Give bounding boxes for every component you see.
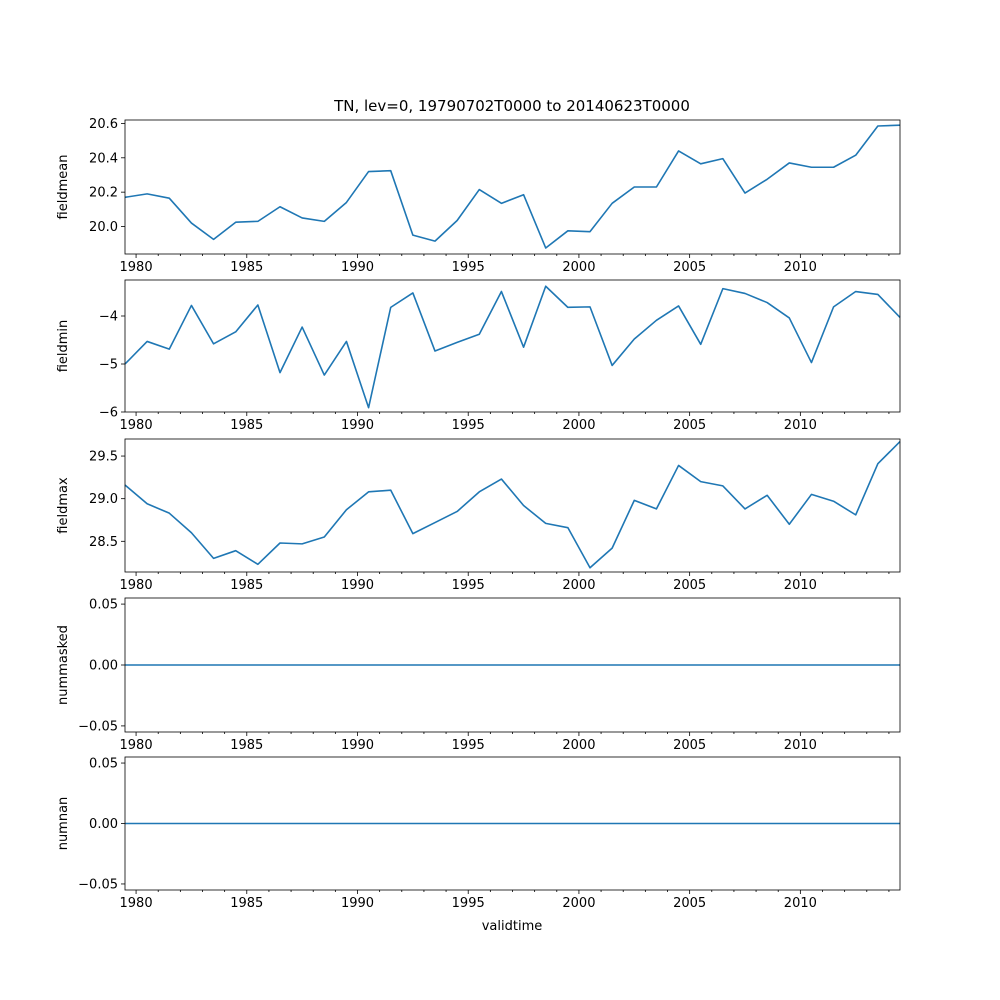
x-tick-label: 1980 [120,260,153,275]
x-tick-label: 2005 [673,578,706,593]
x-tick-label: 1990 [341,418,374,433]
x-tick-label: 2005 [673,738,706,753]
x-tick-label: 1990 [341,578,374,593]
plot-frame [124,756,901,891]
y-axis-label: fieldmean [56,155,71,220]
x-tick-label: 2005 [673,260,706,275]
x-tick-label: 2010 [784,260,817,275]
x-tick-label: 1985 [230,578,263,593]
x-tick-label: 2010 [784,578,817,593]
y-tick-label: 0.00 [89,659,118,674]
series-line [124,440,901,569]
y-axis-label: fieldmax [56,477,71,534]
y-tick-label: −4 [99,310,118,325]
x-tick-label: 1980 [120,896,153,911]
x-tick-label: 1990 [341,896,374,911]
x-tick-label: 1985 [230,896,263,911]
y-tick-label: 28.5 [89,535,118,550]
y-tick-label: 0.05 [89,598,118,613]
x-tick-label: 2000 [562,418,595,433]
x-tick-label: 1985 [230,260,263,275]
plot-frame [124,597,901,733]
y-tick-label: 29.5 [89,450,118,465]
series-line [124,285,901,409]
series-line [124,124,901,249]
x-tick-label: 1985 [230,418,263,433]
y-tick-label: −6 [99,406,118,421]
x-tick-label: 2000 [562,738,595,753]
x-tick-label: 2010 [784,418,817,433]
x-tick-label: 2000 [562,260,595,275]
x-axis-label: validtime [482,919,543,934]
x-tick-label: 1990 [341,738,374,753]
y-tick-label: 0.05 [89,757,118,772]
subplot-fieldmax: 1980 1985 1990 1995 2000 2005 2010 28.5 29.0 29.5… [56,438,901,593]
x-tick-label: 1980 [120,738,153,753]
plot-frame [124,119,901,255]
y-tick-label: 20.0 [89,220,118,235]
y-tick-label: −5 [99,358,118,373]
x-tick-label: 2005 [673,896,706,911]
y-tick-label: 20.2 [89,186,118,201]
subplot-stack: 1980 1985 1990 1995 2000 2005 2010 20.0 20.2 20.4… [56,117,901,911]
y-tick-label: 20.4 [89,151,118,166]
plot-frame [124,279,901,413]
figure-title: TN, lev=0, 19790702T0000 to 20140623T000… [333,97,690,115]
y-tick-label: −0.05 [78,719,118,734]
x-tick-label: 2010 [784,738,817,753]
y-tick-label: 29.0 [89,492,118,507]
x-tick-label: 1995 [452,578,485,593]
subplot-nummasked: 1980 1985 1990 1995 2000 2005 2010 −0.05 0.00 0.0… [56,597,901,753]
x-tick-label: 1995 [452,418,485,433]
x-tick-label: 1995 [452,896,485,911]
y-tick-label: 0.00 [89,817,118,832]
x-tick-label: 2005 [673,418,706,433]
y-tick-label: −0.05 [78,877,118,892]
x-tick-label: 1985 [230,738,263,753]
x-tick-label: 1980 [120,418,153,433]
x-tick-label: 1995 [452,738,485,753]
x-tick-label: 2010 [784,896,817,911]
x-tick-label: 2000 [562,896,595,911]
y-axis-label: numnan [56,797,71,851]
subplot-fieldmean: 1980 1985 1990 1995 2000 2005 2010 20.0 20.2 20.4… [56,117,901,275]
x-tick-label: 1980 [120,578,153,593]
y-axis-label: nummasked [56,625,71,705]
x-tick-label: 2000 [562,578,595,593]
plot-frame [124,438,901,573]
y-tick-label: 20.6 [89,117,118,132]
y-axis-label: fieldmin [56,320,71,373]
x-tick-label: 1995 [452,260,485,275]
x-tick-label: 1990 [341,260,374,275]
subplot-numnan: 1980 1985 1990 1995 2000 2005 2010 −0.05 0.00 0.0… [56,756,901,911]
subplot-fieldmin: 1980 1985 1990 1995 2000 2005 2010 −6 −5 −4 fieldm… [56,279,901,433]
